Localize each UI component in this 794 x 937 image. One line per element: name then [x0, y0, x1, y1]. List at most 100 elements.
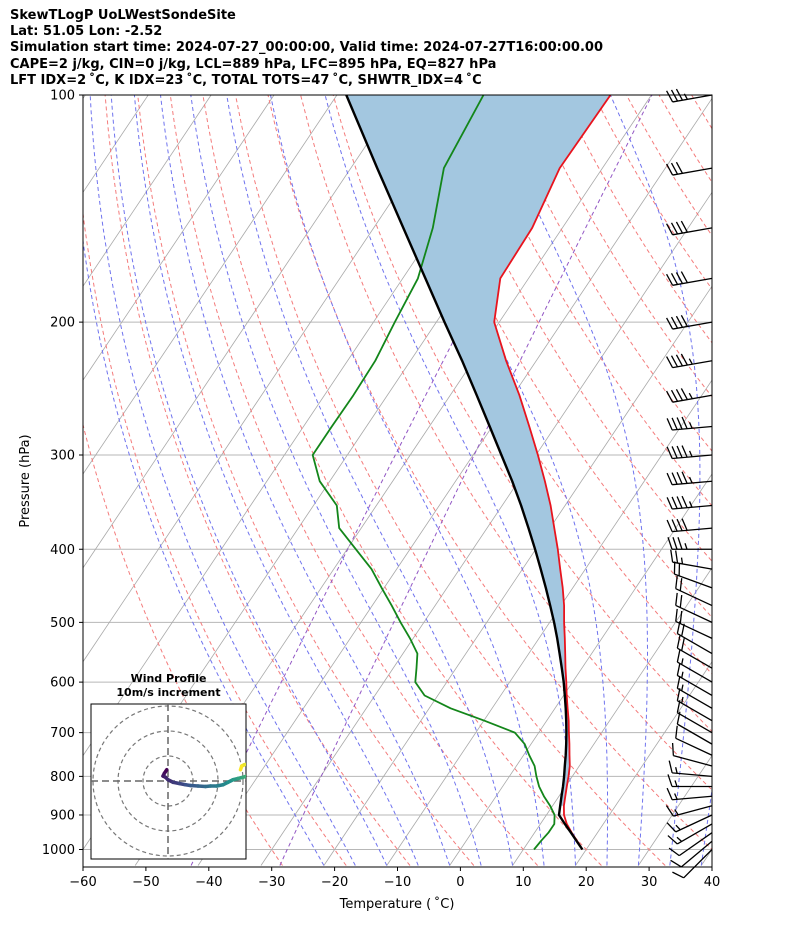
- barb-flag: [681, 495, 688, 508]
- barb-flag: [676, 518, 683, 531]
- barb-flag: [670, 89, 679, 102]
- y-tick-label: 300: [50, 448, 75, 463]
- dry-adiabat: [625, 95, 712, 237]
- temperature-line: [493, 95, 612, 850]
- y-tick-label: 1000: [42, 843, 75, 858]
- dry-adiabat: [724, 95, 794, 866]
- barb-flag: [679, 610, 683, 624]
- barb-flag: [676, 417, 683, 430]
- x-axis-label: Temperature ( ˚C): [339, 896, 455, 912]
- isotherm: [83, 95, 338, 475]
- dry-adiabat: [300, 95, 712, 791]
- wind-barb: [676, 711, 713, 745]
- wind-barb: [666, 471, 713, 486]
- barb-flag: [672, 871, 685, 879]
- dry-adiabat: [235, 95, 666, 866]
- wind-barb: [675, 725, 713, 756]
- barb-flag: [666, 163, 674, 176]
- hodograph-segment: [257, 762, 260, 765]
- barb-flag: [666, 317, 674, 330]
- barb-staff: [680, 840, 713, 868]
- dry-adiabat: [463, 95, 712, 507]
- wind-barb: [675, 608, 713, 639]
- wind-barb: [676, 635, 713, 669]
- barb-flag: [676, 711, 681, 725]
- barb-flag: [666, 223, 674, 236]
- x-tick-label: 10: [515, 875, 532, 890]
- barb-flag: [675, 550, 679, 564]
- wind-barb: [668, 760, 713, 778]
- wind-barb: [671, 742, 713, 767]
- dry-adiabat: [267, 95, 712, 851]
- chart-title: SkewTLogP UoLWestSondeSite: [10, 8, 236, 23]
- barb-half: [688, 501, 693, 508]
- x-tick-label: −30: [258, 875, 285, 890]
- barb-staff: [677, 712, 713, 734]
- barb-flag: [667, 774, 673, 787]
- barb-staff: [677, 687, 713, 709]
- wind-barb: [666, 88, 713, 103]
- parcel-line: [345, 95, 584, 851]
- dewpoint-line: [311, 95, 556, 851]
- barb-half: [681, 684, 684, 691]
- barb-staff: [677, 700, 713, 722]
- barb-flag: [676, 700, 681, 713]
- barb-staff: [673, 754, 713, 767]
- barb-flag: [671, 742, 675, 756]
- barb-flag: [666, 472, 673, 485]
- dry-adiabat: [593, 95, 712, 290]
- y-tick-label: 600: [50, 676, 75, 691]
- isotherm: [386, 379, 712, 866]
- barb-half: [681, 671, 684, 679]
- hodograph-plot: [91, 704, 260, 859]
- barb-flag: [675, 592, 678, 606]
- dry-adiabat: [202, 95, 602, 866]
- barb-flag: [680, 220, 688, 233]
- x-tick-label: 40: [704, 875, 721, 890]
- dry-adiabat: [658, 95, 712, 184]
- dry-adiabat: [169, 95, 538, 866]
- barb-flag: [676, 471, 683, 485]
- isotherm: [83, 95, 275, 381]
- isotherm: [449, 473, 712, 866]
- barb-flag: [675, 725, 678, 739]
- barb-half: [681, 658, 684, 665]
- barb-staff: [672, 167, 713, 176]
- axes: −60 −50 −40 −30 −20 −10 0 10 20 30 40 100 200 300 400 5…: [42, 89, 720, 891]
- barb-flag: [670, 549, 674, 563]
- moist-adiabat: [190, 95, 482, 866]
- hodograph-subtitle: 10m/s increment: [116, 686, 220, 699]
- barb-staff: [675, 737, 713, 756]
- barb-flag: [666, 273, 674, 286]
- barb-staff: [677, 633, 713, 655]
- barb-half: [688, 476, 693, 484]
- y-tick-label: 700: [50, 726, 75, 741]
- wind-barb: [676, 621, 713, 655]
- barb-flag: [676, 675, 681, 689]
- barb-staff: [672, 561, 713, 570]
- wind-barb: [676, 649, 713, 683]
- wind-barb: [675, 592, 713, 623]
- barb-flag: [675, 315, 684, 328]
- barb-half: [688, 422, 693, 429]
- y-tick-label: 100: [50, 89, 75, 104]
- barb-staff: [674, 573, 713, 589]
- barb-flag: [665, 805, 674, 817]
- barb-half: [688, 392, 693, 400]
- barb-flag: [681, 445, 688, 458]
- barb-staff: [672, 795, 713, 801]
- barb-half: [676, 836, 683, 842]
- barb-flag: [666, 418, 673, 431]
- barb-flag: [680, 353, 688, 366]
- barb-flag: [675, 221, 684, 234]
- isotherm: [83, 95, 86, 100]
- barb-staff: [678, 832, 713, 857]
- cape-area: [346, 95, 611, 806]
- dry-adiabat: [104, 95, 411, 866]
- isotherm: [638, 754, 712, 866]
- moist-adiabat: [324, 95, 576, 866]
- barb-half: [681, 696, 684, 704]
- barb-flag: [680, 315, 688, 327]
- cape-line: CAPE=2 j/kg, CIN=0 j/kg, LCL=889 hPa, LF…: [10, 56, 497, 72]
- barb-flag: [681, 416, 688, 429]
